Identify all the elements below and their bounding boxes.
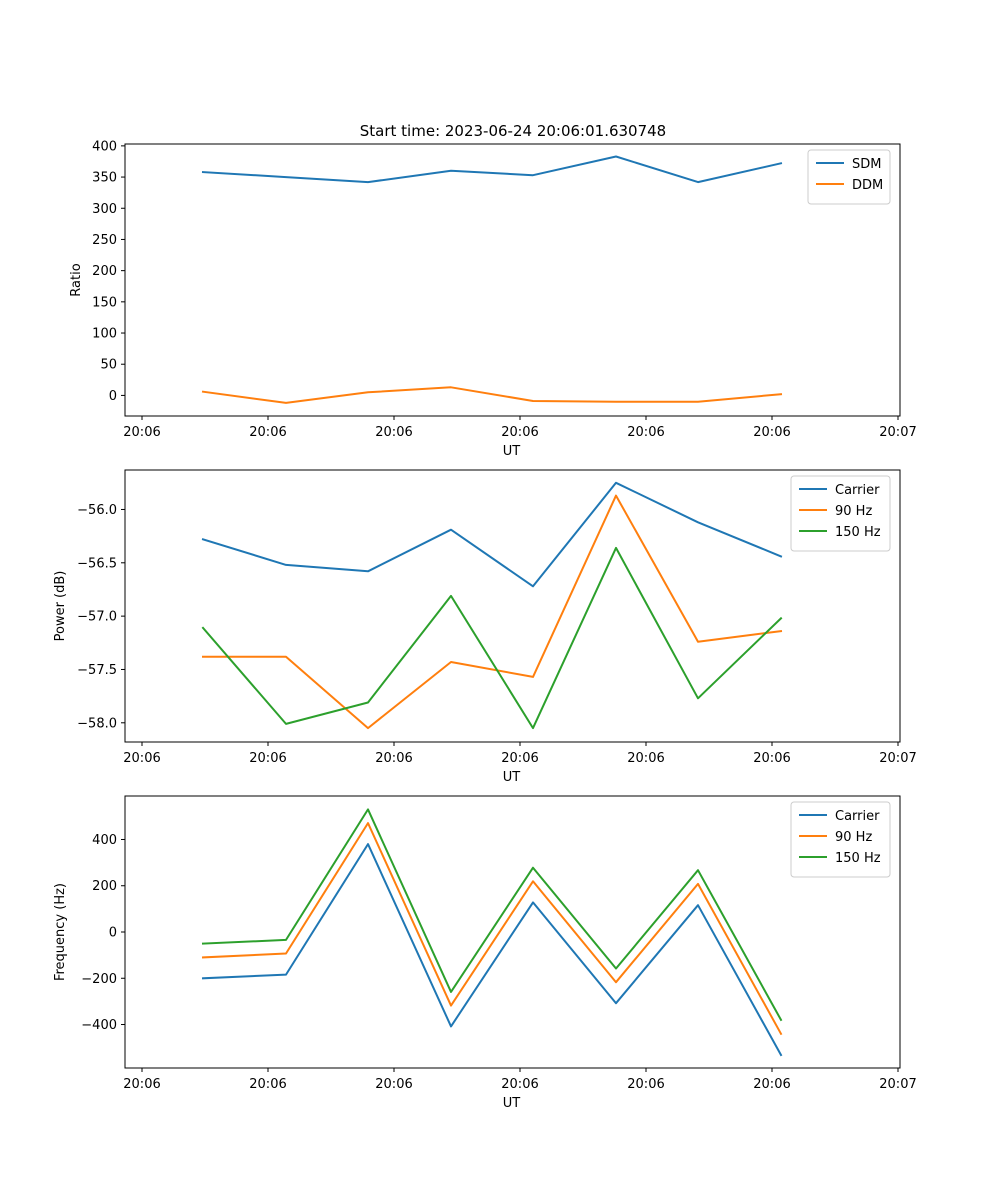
chart-panel-3: 20:06 20:06 20:06 20:06 20:06 20:06 20:07 UT −40… xyxy=(53,795,917,1111)
x-tick-label: 20:06 xyxy=(753,751,790,766)
y-tick-label: 350 xyxy=(92,171,117,186)
legend-label: 150 Hz xyxy=(835,525,881,540)
x-tick-label: 20:06 xyxy=(627,425,664,440)
legend-label: 90 Hz xyxy=(835,830,872,845)
x-tick-label: 20:06 xyxy=(123,1077,160,1092)
y-tick-label: 300 xyxy=(92,202,117,217)
y-axis-label: Frequency (Hz) xyxy=(53,883,68,981)
x-tick-label: 20:06 xyxy=(501,425,538,440)
legend-label: SDM xyxy=(852,157,881,172)
y-tick-label: 250 xyxy=(92,233,117,248)
legend: Carrier 90 Hz 150 Hz xyxy=(790,475,891,552)
legend: SDM DDM xyxy=(807,149,891,205)
x-tick-label: 20:07 xyxy=(879,425,916,440)
x-tick-label: 20:06 xyxy=(627,1077,664,1092)
y-tick-label: −58.0 xyxy=(77,716,117,731)
x-tick-label: 20:06 xyxy=(501,751,538,766)
chart-panel-2: 20:06 20:06 20:06 20:06 20:06 20:06 20:07 UT −58… xyxy=(53,469,917,785)
legend-label: Carrier xyxy=(835,483,880,498)
legend-label: Carrier xyxy=(835,809,880,824)
y-tick-label: 0 xyxy=(109,389,117,404)
y-tick-label: 400 xyxy=(92,833,117,848)
charts-container: 20:06 20:06 20:06 20:06 20:06 20:06 20:07 UT 0 50… xyxy=(53,139,917,1111)
chart-panel-1: 20:06 20:06 20:06 20:06 20:06 20:06 20:07 UT 0 50… xyxy=(69,139,917,459)
plot-frame xyxy=(124,469,901,743)
legend: Carrier 90 Hz 150 Hz xyxy=(790,801,891,878)
y-axis-label: Power (dB) xyxy=(53,571,68,642)
x-tick-label: 20:06 xyxy=(249,425,286,440)
x-tick-label: 20:06 xyxy=(501,1077,538,1092)
series-line-carrier xyxy=(201,843,783,1057)
y-tick-label: −57.5 xyxy=(77,663,117,678)
y-tick-label: 0 xyxy=(109,926,117,941)
x-tick-label: 20:07 xyxy=(879,751,916,766)
x-tick-label: 20:06 xyxy=(249,751,286,766)
x-axis-label: UT xyxy=(503,770,521,785)
series-line-150-hz xyxy=(201,808,783,1022)
y-tick-label: 150 xyxy=(92,295,117,310)
x-axis-label: UT xyxy=(503,444,521,459)
y-tick-label: 50 xyxy=(100,358,117,373)
legend-label: DDM xyxy=(852,178,883,193)
y-axis-label: Ratio xyxy=(69,263,84,296)
series-line-150-hz xyxy=(201,546,783,730)
x-tick-label: 20:06 xyxy=(753,425,790,440)
x-tick-label: 20:06 xyxy=(249,1077,286,1092)
x-tick-label: 20:06 xyxy=(123,425,160,440)
figure-title: Start time: 2023-06-24 20:06:01.630748 xyxy=(360,122,666,140)
x-axis-label: UT xyxy=(503,1096,521,1111)
series-line-90-hz xyxy=(202,494,783,730)
series-line-90-hz xyxy=(201,822,783,1036)
y-tick-label: −56.5 xyxy=(77,556,117,571)
x-tick-label: 20:06 xyxy=(375,1077,412,1092)
legend-label: 150 Hz xyxy=(835,851,881,866)
plot-frame xyxy=(124,143,901,417)
y-tick-label: 200 xyxy=(92,264,117,279)
y-tick-label: 400 xyxy=(92,139,117,154)
x-tick-label: 20:06 xyxy=(627,751,664,766)
y-tick-label: −400 xyxy=(81,1018,117,1033)
y-tick-label: 100 xyxy=(92,327,117,342)
x-tick-label: 20:06 xyxy=(753,1077,790,1092)
y-tick-label: −200 xyxy=(81,972,117,987)
x-tick-label: 20:06 xyxy=(123,751,160,766)
x-tick-label: 20:07 xyxy=(879,1077,916,1092)
x-tick-label: 20:06 xyxy=(375,425,412,440)
legend-label: 90 Hz xyxy=(835,504,872,519)
legend-box xyxy=(790,801,891,878)
series-line-carrier xyxy=(201,481,783,588)
y-tick-label: −57.0 xyxy=(77,610,117,625)
y-tick-label: −56.0 xyxy=(77,503,117,518)
series-line-ddm xyxy=(201,386,783,404)
y-tick-label: 200 xyxy=(92,879,117,894)
legend-box xyxy=(790,475,891,552)
series-line-sdm xyxy=(201,155,783,184)
x-tick-label: 20:06 xyxy=(375,751,412,766)
